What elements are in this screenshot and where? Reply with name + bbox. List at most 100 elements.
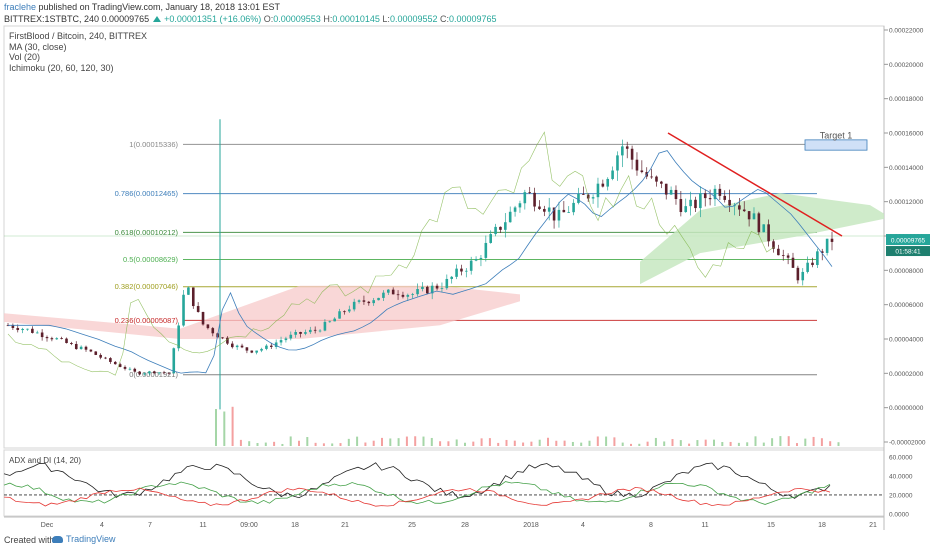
candle-body — [689, 199, 692, 207]
volume-bar — [580, 442, 583, 446]
adx-y-tick-label: 20.0000 — [889, 492, 913, 499]
candle-body — [679, 199, 683, 213]
tradingview-link[interactable]: TradingView — [52, 534, 116, 544]
candle-body — [109, 358, 112, 362]
created-with-text: Created with — [4, 535, 55, 545]
candle-body — [274, 342, 278, 347]
volume-bar — [314, 442, 317, 446]
candle-body — [777, 248, 780, 256]
candle-body — [206, 324, 210, 329]
candle-body — [118, 364, 122, 367]
x-tick-label: 21 — [869, 522, 877, 529]
volume-bar — [339, 443, 342, 446]
fib-level-label: 0.618(0.00010212) — [115, 228, 179, 237]
adx-y-tick-label: 40.0000 — [889, 473, 913, 480]
ichimoku-cloud-bear — [4, 285, 520, 339]
candle-body — [601, 183, 605, 187]
candle-body — [630, 148, 634, 160]
x-tick-label: 21 — [341, 522, 349, 529]
candle-body — [187, 287, 190, 295]
price-badge-value: 0.00009765 — [891, 238, 926, 245]
volume-bar — [497, 442, 500, 446]
y-tick-label: 0.00012000 — [889, 199, 924, 206]
volume-bar — [696, 440, 699, 446]
indicator-legend: FirstBlood / Bitcoin, 240, BITTREX MA (3… — [9, 31, 147, 73]
volume-bar — [530, 441, 533, 446]
adx-legend[interactable]: ADX and DI (14, 20) — [9, 456, 82, 465]
candle-body — [791, 257, 795, 268]
volume-bar — [737, 442, 740, 446]
candle-body — [786, 255, 790, 258]
candle-body — [772, 241, 775, 249]
candle-body — [703, 193, 707, 199]
candle-body — [313, 329, 317, 331]
volume-bar — [538, 439, 541, 446]
candle-body — [84, 346, 88, 350]
chart-header: fraclehe published on TradingView.com, J… — [0, 0, 932, 26]
fib-level-label: 0.236(0.00005087) — [115, 316, 179, 325]
candle-body — [430, 285, 434, 294]
candle-body — [616, 155, 619, 171]
candle-body — [674, 189, 678, 200]
candle-body — [752, 213, 756, 220]
candle-body — [201, 311, 205, 325]
candle-body — [235, 345, 239, 348]
legend-ma[interactable]: MA (30, close) — [9, 41, 67, 52]
volume-bar — [555, 440, 558, 446]
candle-body — [152, 371, 156, 374]
candle-body — [362, 300, 366, 302]
candle-body — [55, 338, 59, 340]
candle-body — [94, 351, 98, 355]
volume-bar — [256, 443, 259, 446]
volume-bar — [779, 436, 782, 446]
candle-body — [562, 209, 566, 213]
y-tick-label: 0.00006000 — [889, 302, 924, 309]
candle-body — [567, 212, 571, 213]
candle-body — [74, 343, 78, 350]
candle-body — [143, 373, 146, 375]
y-tick-label: 0.00018000 — [889, 96, 924, 103]
tradingview-cloud-icon — [52, 535, 63, 543]
open-label: O: — [263, 14, 274, 24]
volume-bar — [571, 441, 574, 446]
candle-body — [401, 294, 405, 297]
volume-bar — [289, 436, 292, 446]
countdown-badge — [886, 246, 930, 257]
volume-bar — [812, 436, 815, 446]
candle-body — [357, 300, 361, 302]
candle-body — [640, 170, 644, 173]
candle-body — [391, 289, 395, 295]
x-tick-label: 25 — [408, 522, 416, 529]
candle-body — [352, 301, 356, 310]
candle-body — [684, 206, 688, 213]
candle-body — [113, 361, 117, 365]
volume-bar — [480, 438, 483, 446]
candle-body — [757, 213, 761, 233]
author-link[interactable]: fraclehe — [4, 2, 37, 12]
candle-body — [801, 271, 805, 281]
ohlc-line: BITTREX:1STBTC, 240 0.00009765 +0.000013… — [4, 14, 497, 25]
candle-body — [650, 176, 653, 178]
candle-body — [460, 268, 463, 272]
volume-bar — [563, 440, 566, 446]
x-tick-label: 8 — [649, 522, 653, 529]
candle-body — [518, 203, 522, 208]
target-label: Target 1 — [820, 130, 853, 140]
candle-body — [513, 207, 517, 212]
candle-body — [138, 371, 141, 375]
legend-ichimoku[interactable]: Ichimoku (20, 60, 120, 30) — [9, 62, 114, 73]
candle-body — [664, 183, 668, 195]
candle-body — [621, 146, 624, 156]
candle-body — [435, 285, 439, 289]
low-label: L: — [382, 14, 390, 24]
volume-bar — [488, 438, 491, 446]
candle-body — [191, 287, 195, 307]
adx-y-tick-label: 60.0000 — [889, 454, 913, 461]
legend-vol[interactable]: Vol (20) — [9, 52, 41, 62]
candle-body — [655, 176, 658, 182]
volume-bar — [820, 438, 823, 446]
high-value: 0.00010145 — [332, 14, 380, 24]
legend-title[interactable]: FirstBlood / Bitcoin, 240, BITTREX — [9, 31, 148, 41]
candle-body — [328, 321, 332, 323]
